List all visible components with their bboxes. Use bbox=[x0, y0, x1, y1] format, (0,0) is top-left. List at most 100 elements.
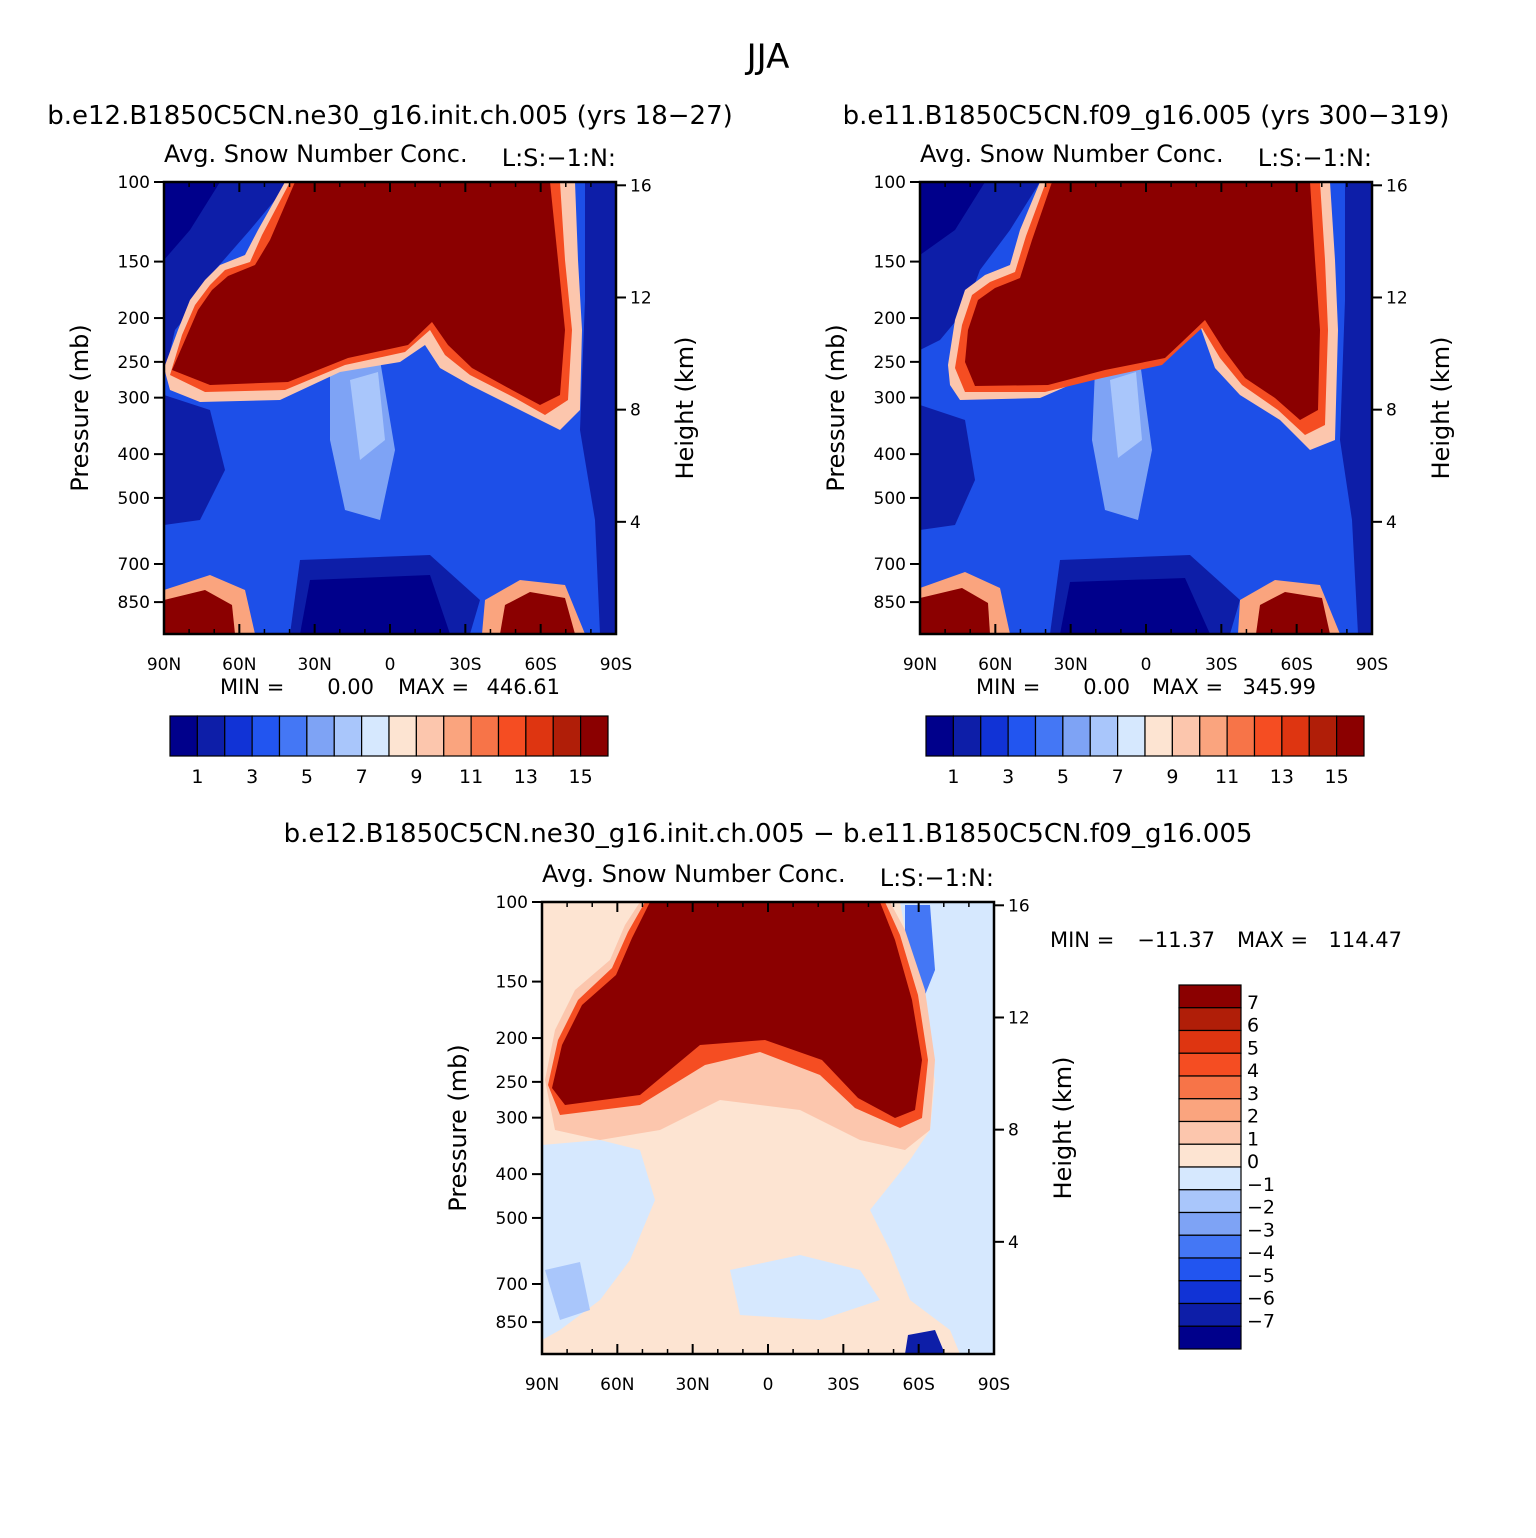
panel-diff-case-title: b.e12.B1850C5CN.ne30_g16.init.ch.005 − b… bbox=[284, 819, 1253, 849]
panel-diff-colorbar-box bbox=[1178, 1234, 1242, 1259]
panel-a-colorbar-box bbox=[169, 715, 198, 757]
panel-b-ytick-label: 150 bbox=[874, 253, 906, 273]
panel-b-ytick-label: 200 bbox=[874, 309, 906, 329]
panel-b-colorbar-label: 11 bbox=[1215, 766, 1239, 788]
panel-b-colorbar-box bbox=[925, 715, 954, 757]
panel-b-y2label: Height (km) bbox=[1427, 337, 1455, 480]
panel-a-ytick-label: 200 bbox=[118, 309, 150, 329]
panel-diff-xtick-label: 90S bbox=[978, 1375, 1010, 1395]
panel-a-colorbar-box bbox=[443, 715, 472, 757]
panel-a-colorbar: 1 3 5 7 9 11 13 15 bbox=[169, 715, 609, 788]
panel-a-max-label: MAX = bbox=[398, 675, 469, 699]
panel-diff-field-low-negative bbox=[730, 1255, 880, 1320]
panel-diff-colorbar-label: 6 bbox=[1247, 1015, 1259, 1037]
panel-b-ytick-label: 700 bbox=[874, 555, 906, 575]
panel-diff-max-label: MAX = bbox=[1237, 928, 1308, 952]
panel-a-xtick-label: 30S bbox=[449, 655, 481, 675]
panel-diff-colorbar-label: −3 bbox=[1247, 1219, 1275, 1241]
panel-a-field-lower-core bbox=[300, 575, 450, 634]
panel-b-colorbar-box bbox=[1199, 715, 1228, 757]
panel-diff-colorbar-box bbox=[1178, 1007, 1242, 1032]
panel-b-colorbar-box bbox=[1089, 715, 1119, 757]
panel-a-ytick-label: 100 bbox=[118, 173, 150, 193]
panel-a-colorbar-box bbox=[196, 715, 226, 757]
panel-diff-colorbar-label: 4 bbox=[1247, 1060, 1259, 1082]
panel-diff-colorbar-box bbox=[1178, 1098, 1242, 1123]
panel-b-min-label: MIN = bbox=[976, 675, 1040, 699]
panel-b-max-label: MAX = bbox=[1152, 675, 1223, 699]
panel-diff-colorbar-label: −7 bbox=[1247, 1310, 1275, 1332]
panel-diff-ytick-label: 850 bbox=[496, 1313, 528, 1333]
panel-a-colorbar-label: 5 bbox=[301, 766, 313, 788]
panel-a-xtick-label: 90N bbox=[147, 655, 181, 675]
panel-difference: b.e12.B1850C5CN.ne30_g16.init.ch.005 − b… bbox=[284, 819, 1402, 1395]
panel-b-units-label: L:S:−1:N: bbox=[1258, 144, 1372, 172]
panel-a-field-sh-edge bbox=[580, 182, 616, 634]
panel-b-colorbar-label: 9 bbox=[1166, 766, 1178, 788]
panel-b-colorbar-box bbox=[1007, 715, 1037, 757]
panel-a-colorbar-label: 1 bbox=[191, 766, 203, 788]
panel-diff-colorbar-box bbox=[1178, 1325, 1242, 1350]
panel-diff-colorbar-label: 2 bbox=[1247, 1106, 1259, 1128]
panel-a-field-nh-upper bbox=[164, 182, 290, 380]
panel-a-ylabel: Pressure (mb) bbox=[66, 324, 94, 491]
panel-b-xtick-label: 0 bbox=[1141, 655, 1152, 675]
panel-b-xtick-label: 90S bbox=[1356, 655, 1388, 675]
panel-b-field-nh-surface-core bbox=[920, 588, 990, 634]
panel-b-subtitle: Avg. Snow Number Conc. bbox=[920, 140, 1224, 168]
panel-b-colorbar-label: 15 bbox=[1325, 766, 1349, 788]
panel-a-case-title: b.e12.B1850C5CN.ne30_g16.init.ch.005 (yr… bbox=[47, 101, 733, 131]
panel-b-colorbar-box bbox=[1308, 715, 1338, 757]
panel-diff-max-value: 114.47 bbox=[1329, 928, 1402, 952]
panel-diff-ytick-label: 100 bbox=[496, 893, 528, 913]
panel-diff-colorbar-box bbox=[1178, 1029, 1242, 1054]
panel-diff-y2tick-label: 4 bbox=[1008, 1233, 1019, 1253]
panel-b-ytick-label: 500 bbox=[874, 489, 906, 509]
panel-diff-colorbar-label: 0 bbox=[1247, 1151, 1259, 1173]
panel-a-colorbar-label: 9 bbox=[410, 766, 422, 788]
panel-a-min-label: MIN = bbox=[220, 675, 284, 699]
panel-diff-colorbar-box bbox=[1178, 984, 1242, 1009]
panel-diff-colorbar-box bbox=[1178, 1189, 1242, 1214]
panel-diff-colorbar-label: −2 bbox=[1247, 1197, 1275, 1219]
panel-b-xtick-label: 60N bbox=[978, 655, 1012, 675]
panel-model-a: b.e12.B1850C5CN.ne30_g16.init.ch.005 (yr… bbox=[47, 101, 733, 788]
panel-b-y2tick-label: 16 bbox=[1386, 176, 1408, 196]
panel-diff-ytick-label: 200 bbox=[496, 1029, 528, 1049]
panel-diff-colorbar-box bbox=[1178, 1075, 1242, 1100]
panel-a-axes: 90N 60N 30N 0 30S 60S 90S 100 150 200 250 300 400 500… bbox=[118, 173, 652, 675]
panel-a-colorbar-box bbox=[470, 715, 500, 757]
panel-diff-xtick-label: 90N bbox=[525, 1375, 559, 1395]
panel-a-ytick-label: 400 bbox=[118, 445, 150, 465]
panel-diff-ytick-label: 500 bbox=[496, 1209, 528, 1229]
panel-a-colorbar-box bbox=[388, 715, 417, 757]
panel-a-field-jet-core bbox=[172, 182, 565, 405]
panel-diff-y2tick-label: 8 bbox=[1008, 1121, 1019, 1141]
panel-a-colorbar-label: 7 bbox=[356, 766, 368, 788]
panel-b-max-value: 345.99 bbox=[1243, 675, 1316, 699]
figure-title: JJA bbox=[745, 37, 790, 77]
panel-a-xtick-label: 90S bbox=[600, 655, 632, 675]
panel-diff-axes: 90N 60N 30N 0 30S 60S 90S 100 150 200 250 300 400 500… bbox=[496, 893, 1030, 1395]
panel-a-ytick-label: 500 bbox=[118, 489, 150, 509]
panel-diff-min-value: −11.37 bbox=[1137, 928, 1215, 952]
panel-b-ytick-label: 850 bbox=[874, 593, 906, 613]
panel-b-colorbar: 1 3 5 7 9 11 13 15 bbox=[925, 715, 1365, 788]
panel-diff-colorbar-label: 1 bbox=[1247, 1128, 1259, 1150]
panel-diff-colorbar-label: −5 bbox=[1247, 1265, 1275, 1287]
panel-a-min-value: 0.00 bbox=[327, 675, 374, 699]
panel-a-colorbar-box bbox=[333, 715, 363, 757]
panel-b-field-sh-edge bbox=[1340, 182, 1372, 634]
panel-diff-field-positive-core bbox=[552, 902, 922, 1118]
panel-a-colorbar-label: 11 bbox=[459, 766, 483, 788]
panel-b-colorbar-box bbox=[1336, 715, 1365, 757]
panel-diff-y2label: Height (km) bbox=[1049, 1057, 1077, 1200]
panel-a-colorbar-label: 3 bbox=[246, 766, 258, 788]
panel-a-field-equator-core bbox=[350, 372, 385, 460]
panel-a-xtick-label: 30N bbox=[297, 655, 331, 675]
panel-a-y2tick-label: 8 bbox=[630, 401, 641, 421]
panel-a-ytick-label: 700 bbox=[118, 555, 150, 575]
panel-a-xtick-label: 0 bbox=[385, 655, 396, 675]
panel-a-y2tick-label: 4 bbox=[630, 513, 641, 533]
panel-b-xtick-label: 30N bbox=[1053, 655, 1087, 675]
